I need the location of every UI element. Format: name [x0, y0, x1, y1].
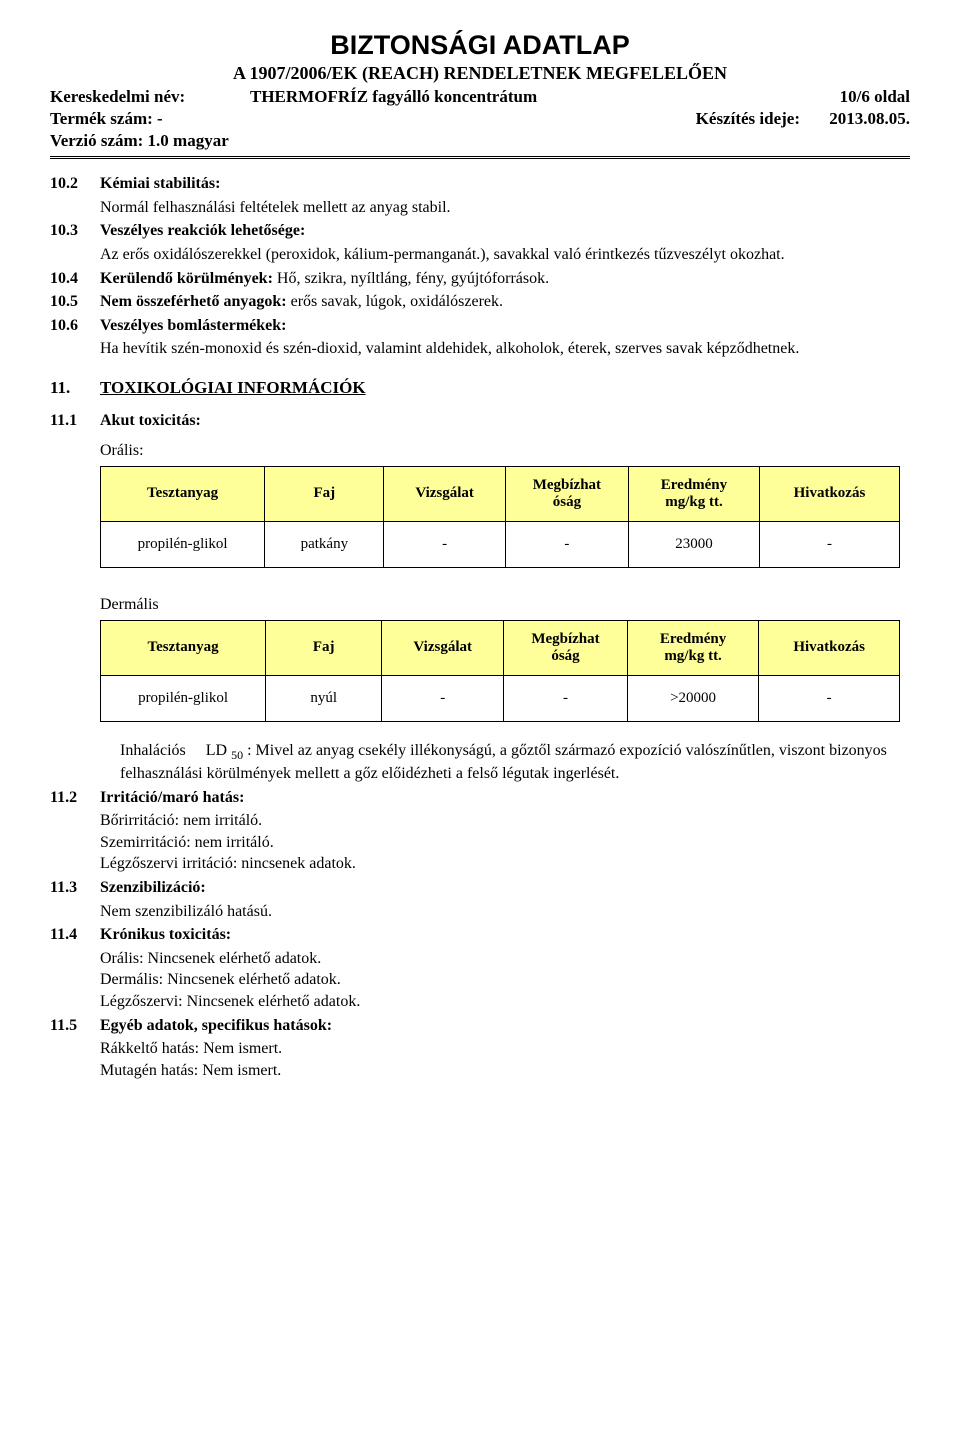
- header-divider: [50, 156, 910, 159]
- text-11-2-l1: Bőrirritáció: nem irritáló.: [100, 810, 910, 832]
- text-10-6: Ha hevítik szén-monoxid és szén-dioxid, …: [100, 338, 910, 360]
- label-10-2: Kémiai stabilitás:: [100, 175, 220, 192]
- num-11-3: 11.3: [50, 877, 100, 899]
- header-row-2: Termék szám: - Készítés ideje: 2013.08.0…: [50, 108, 910, 130]
- oral-th-6: Hivatkozás: [759, 466, 899, 521]
- item-10-3: 10.3 Veszélyes reakciók lehetősége:: [50, 220, 910, 242]
- text-10-5: erős savak, lúgok, oxidálószerek.: [287, 293, 503, 310]
- oral-c1: propilén-glikol: [101, 521, 265, 567]
- label-10-3: Veszélyes reakciók lehetősége:: [100, 222, 305, 239]
- text-10-2: Normál felhasználási feltételek mellett …: [100, 197, 910, 219]
- inhal-prefix: Inhalációs: [120, 742, 186, 759]
- label-10-6: Veszélyes bomlástermékek:: [100, 317, 286, 334]
- oral-c3: -: [384, 521, 505, 567]
- num-10-2: 10.2: [50, 173, 100, 195]
- item-10-4: 10.4 Kerülendő körülmények: Hő, szikra, …: [50, 268, 910, 290]
- text-10-4: Hő, szikra, nyíltláng, fény, gyújtóforrá…: [273, 270, 549, 287]
- oral-label: Orális:: [100, 442, 910, 460]
- num-11-5: 11.5: [50, 1015, 100, 1037]
- inhalation-paragraph: Inhalációs LD 50 : Mivel az anyag csekél…: [120, 740, 910, 785]
- title-11: TOXIKOLÓGIAI INFORMÁCIÓK: [100, 378, 366, 398]
- dermal-c6: -: [759, 675, 900, 721]
- dermal-c2: nyúl: [266, 675, 382, 721]
- oral-c5: 23000: [629, 521, 760, 567]
- text-11-2-l2: Szemirritáció: nem irritáló.: [100, 832, 910, 854]
- section-10: 10.2 Kémiai stabilitás: Normál felhaszná…: [50, 173, 910, 360]
- version-number: Verzió szám: 1.0 magyar: [50, 130, 229, 152]
- header-row-1: Kereskedelmi név: THERMOFRÍZ fagyálló ko…: [50, 86, 910, 108]
- num-11-1: 11.1: [50, 410, 100, 432]
- oral-th-5: Eredménymg/kg tt.: [629, 466, 760, 521]
- text-11-4-l3: Légzőszervi: Nincsenek elérhető adatok.: [100, 991, 910, 1013]
- oral-table: Tesztanyag Faj Vizsgálat Megbízhatóság E…: [100, 466, 900, 568]
- product-number: Termék szám: -: [50, 108, 650, 130]
- label-11-2: Irritáció/maró hatás:: [100, 789, 244, 806]
- label-11-5: Egyéb adatok, specifikus hatások:: [100, 1017, 332, 1034]
- dermal-th-6: Hivatkozás: [759, 620, 900, 675]
- dermal-th-3: Vizsgálat: [382, 620, 504, 675]
- num-11-2: 11.2: [50, 787, 100, 809]
- oral-th-1: Tesztanyag: [101, 466, 265, 521]
- text-11-2-l3: Légzőszervi irritáció: nincsenek adatok.: [100, 853, 910, 875]
- item-11-3: 11.3 Szenzibilizáció:: [50, 877, 910, 899]
- dermal-th-5: Eredménymg/kg tt.: [627, 620, 759, 675]
- num-11: 11.: [50, 378, 100, 398]
- num-10-3: 10.3: [50, 220, 100, 242]
- item-11-5: 11.5 Egyéb adatok, specifikus hatások:: [50, 1015, 910, 1037]
- label-10-4: Kerülendő körülmények:: [100, 270, 273, 287]
- item-10-2: 10.2 Kémiai stabilitás:: [50, 173, 910, 195]
- oral-c2: patkány: [265, 521, 384, 567]
- dermal-c5: >20000: [627, 675, 759, 721]
- inhal-50: 50: [231, 748, 243, 762]
- num-10-6: 10.6: [50, 315, 100, 337]
- dermal-c4: -: [504, 675, 628, 721]
- page-number: 10/6 oldal: [800, 86, 910, 108]
- item-11-1: 11.1 Akut toxicitás:: [50, 410, 910, 432]
- dermal-table: Tesztanyag Faj Vizsgálat Megbízhatóság E…: [100, 620, 900, 722]
- item-10-6: 10.6 Veszélyes bomlástermékek:: [50, 315, 910, 337]
- oral-c4: -: [505, 521, 628, 567]
- dermal-row: propilén-glikol nyúl - - >20000 -: [101, 675, 900, 721]
- num-11-4: 11.4: [50, 924, 100, 946]
- label-11-1: Akut toxicitás:: [100, 412, 201, 429]
- section-11-heading: 11. TOXIKOLÓGIAI INFORMÁCIÓK: [50, 378, 910, 398]
- label-11-3: Szenzibilizáció:: [100, 879, 206, 896]
- dermal-label: Dermális: [100, 596, 910, 614]
- trade-name-label: Kereskedelmi név:: [50, 86, 250, 108]
- text-11-4-l2: Dermális: Nincsenek elérhető adatok.: [100, 969, 910, 991]
- num-10-4: 10.4: [50, 268, 100, 290]
- oral-th-4: Megbízhatóság: [505, 466, 628, 521]
- dermal-th-1: Tesztanyag: [101, 620, 266, 675]
- label-10-5: Nem összeférhető anyagok:: [100, 293, 287, 310]
- oral-th-2: Faj: [265, 466, 384, 521]
- date-label: Készítés ideje:: [650, 108, 800, 130]
- inhal-ld: LD: [206, 742, 231, 759]
- item-10-5: 10.5 Nem összeférhető anyagok: erős sava…: [50, 291, 910, 313]
- text-11-3-l1: Nem szenzibilizáló hatású.: [100, 901, 910, 923]
- page-title: BIZTONSÁGI ADATLAP: [50, 30, 910, 61]
- dermal-c3: -: [382, 675, 504, 721]
- dermal-c1: propilén-glikol: [101, 675, 266, 721]
- item-11-4: 11.4 Krónikus toxicitás:: [50, 924, 910, 946]
- oral-c6: -: [759, 521, 899, 567]
- page-subtitle: A 1907/2006/EK (REACH) RENDELETNEK MEGFE…: [50, 63, 910, 84]
- oral-row: propilén-glikol patkány - - 23000 -: [101, 521, 900, 567]
- text-11-4-l1: Orális: Nincsenek elérhető adatok.: [100, 948, 910, 970]
- item-11-2: 11.2 Irritáció/maró hatás:: [50, 787, 910, 809]
- text-11-5-l1: Rákkeltő hatás: Nem ismert.: [100, 1038, 910, 1060]
- header-row-3: Verzió szám: 1.0 magyar: [50, 130, 910, 152]
- text-10-3: Az erős oxidálószerekkel (peroxidok, kál…: [100, 244, 910, 266]
- dermal-th-2: Faj: [266, 620, 382, 675]
- label-11-4: Krónikus toxicitás:: [100, 926, 231, 943]
- num-10-5: 10.5: [50, 291, 100, 313]
- trade-name-value: THERMOFRÍZ fagyálló koncentrátum: [250, 86, 800, 108]
- date-value: 2013.08.05.: [800, 108, 910, 130]
- text-11-5-l2: Mutagén hatás: Nem ismert.: [100, 1060, 910, 1082]
- oral-th-3: Vizsgálat: [384, 466, 505, 521]
- dermal-th-4: Megbízhatóság: [504, 620, 628, 675]
